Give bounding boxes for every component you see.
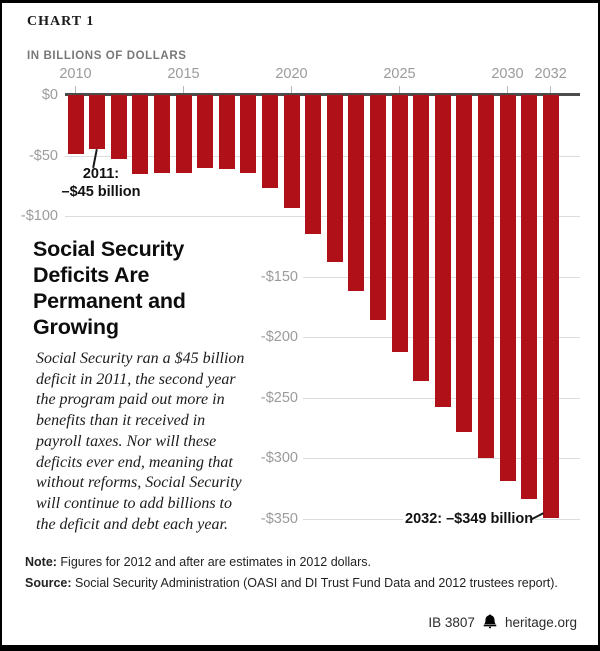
units-label: IN BILLIONS OF DOLLARS [27, 50, 187, 62]
bar-2023 [348, 95, 365, 292]
y-axis-label: -$100 [20, 208, 58, 225]
bar-2021 [305, 95, 322, 235]
y-axis-label: -$150 [260, 268, 298, 285]
gridline-50 [65, 155, 580, 157]
x-axis-label: 2015 [167, 66, 200, 82]
liberty-bell-icon [482, 613, 498, 632]
bar-2020 [283, 95, 300, 208]
bar-2024 [369, 95, 386, 321]
annotation-2011: 2011: –$45 billion [40, 165, 162, 201]
note-label: Note: [25, 555, 57, 569]
gridline-300 [303, 458, 580, 460]
bar-2016 [197, 95, 214, 168]
bar-2028 [456, 95, 473, 432]
bar-2011 [89, 95, 106, 150]
frame-border-bottom [0, 645, 600, 651]
annotation-2011-value: –$45 billion [61, 184, 141, 200]
annotation-2011-year: 2011: [82, 166, 120, 182]
x-axis-label: 2032 [534, 66, 567, 82]
source-line: Source: Social Security Administration (… [25, 576, 585, 590]
x-axis-tick [506, 86, 509, 93]
x-axis-tick [74, 86, 77, 93]
bar-2029 [477, 95, 494, 459]
bar-2025 [391, 95, 408, 352]
x-axis-tick [290, 86, 293, 93]
bar-2015 [175, 95, 192, 173]
bar-2032 [542, 95, 559, 518]
annotation-2032: 2032: –$349 billion [403, 510, 536, 528]
x-axis-label: 2020 [275, 66, 308, 82]
x-axis-tick [549, 86, 552, 93]
chart-description: Social Security ran a $45 billion defici… [36, 350, 245, 533]
bar-2012 [110, 95, 127, 160]
bar-2014 [153, 95, 170, 173]
footer: IB 3807 heritage.org [428, 613, 577, 632]
x-axis-label: 2010 [59, 66, 92, 82]
source-text: Social Security Administration (OASI and… [71, 576, 558, 590]
bar-2022 [326, 95, 343, 263]
x-axis-tick [182, 86, 185, 93]
bar-2013 [132, 95, 149, 174]
note-text: Figures for 2012 and after are estimates… [56, 555, 372, 569]
y-axis-label: $0 [41, 87, 58, 103]
y-axis-label: -$200 [260, 329, 298, 346]
chart-number-label: CHART 1 [27, 14, 95, 29]
source-label: Source: [25, 576, 72, 590]
x-axis-line [65, 93, 580, 96]
bar-2010 [67, 95, 84, 155]
bar-2019 [261, 95, 278, 189]
frame-border-left [0, 0, 2, 651]
footer-site-link[interactable]: heritage.org [504, 615, 577, 630]
bar-2026 [413, 95, 430, 381]
x-axis-label: 2025 [383, 66, 416, 82]
frame-border-top [0, 0, 600, 3]
y-axis-label: -$300 [260, 450, 298, 467]
footer-doc-id: IB 3807 [428, 615, 475, 630]
note-line: Note: Figures for 2012 and after are est… [25, 555, 585, 569]
x-axis-tick [398, 86, 401, 93]
y-axis-label: -$50 [28, 147, 58, 164]
bar-2027 [434, 95, 451, 408]
y-axis-label: -$350 [260, 510, 298, 527]
gridline-100 [65, 216, 580, 218]
y-axis-label: -$250 [260, 389, 298, 406]
frame-border-right [598, 0, 600, 651]
bar-2018 [240, 95, 257, 173]
x-axis-label: 2030 [491, 66, 524, 82]
bar-2030 [499, 95, 516, 482]
chart-headline: Social Security Deficits Are Permanent a… [33, 237, 186, 339]
bar-2017 [218, 95, 235, 169]
bar-2031 [521, 95, 538, 500]
